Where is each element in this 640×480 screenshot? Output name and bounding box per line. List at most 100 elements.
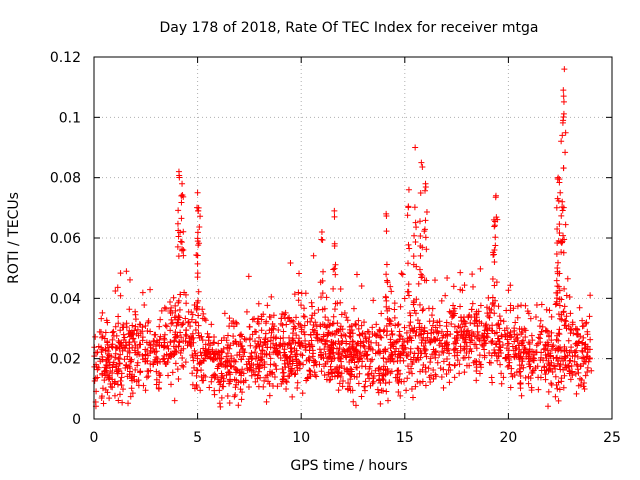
data-point (365, 329, 372, 336)
data-point (197, 387, 204, 394)
data-point (226, 369, 233, 376)
data-point (280, 334, 287, 341)
data-point (193, 366, 200, 373)
data-point (548, 329, 555, 336)
data-point (259, 342, 266, 349)
data-point (326, 322, 333, 329)
data-point (384, 328, 391, 335)
data-point (161, 355, 168, 362)
data-point (474, 323, 481, 330)
data-point (123, 342, 130, 349)
data-point (218, 394, 225, 401)
data-point (553, 336, 560, 343)
data-point (482, 322, 489, 329)
data-point (193, 383, 200, 390)
data-point (408, 385, 415, 392)
data-point (199, 377, 206, 384)
data-point (270, 340, 277, 347)
data-point (560, 366, 567, 373)
data-point (350, 305, 357, 312)
data-point (492, 349, 499, 356)
data-point (99, 309, 106, 316)
data-point (211, 333, 218, 340)
data-point (175, 313, 182, 320)
data-point (466, 362, 473, 369)
data-point (417, 379, 424, 386)
data-point (478, 364, 485, 371)
data-point (383, 261, 390, 268)
data-point (179, 180, 186, 187)
data-point (580, 383, 587, 390)
data-point (104, 319, 111, 326)
data-point (559, 198, 566, 205)
data-point (187, 340, 194, 347)
data-point (491, 282, 498, 289)
data-point (469, 271, 476, 278)
data-point (588, 367, 595, 374)
data-point (451, 335, 458, 342)
data-point (208, 378, 215, 385)
data-point (556, 331, 563, 338)
data-point (187, 323, 194, 330)
data-point (328, 338, 335, 345)
data-point (236, 369, 243, 376)
data-point (336, 341, 343, 348)
data-point (172, 360, 179, 367)
data-point (118, 339, 125, 346)
data-point (547, 353, 554, 360)
data-point (500, 318, 507, 325)
data-point (417, 252, 424, 259)
data-point (491, 222, 498, 229)
data-point (555, 345, 562, 352)
data-point (485, 313, 492, 320)
data-point (419, 307, 426, 314)
data-point (121, 356, 128, 363)
data-point (310, 252, 317, 259)
data-point (268, 293, 275, 300)
data-point (362, 335, 369, 342)
data-point (306, 367, 313, 374)
data-point (279, 369, 286, 376)
data-point (380, 387, 387, 394)
data-point (383, 228, 390, 235)
data-point (497, 317, 504, 324)
data-point (490, 299, 497, 306)
data-point (422, 382, 429, 389)
data-point (382, 380, 389, 387)
data-point (330, 266, 337, 273)
data-point (134, 362, 141, 369)
data-point (558, 212, 565, 219)
data-point (330, 285, 337, 292)
data-point (404, 212, 411, 219)
data-point (356, 332, 363, 339)
data-point (506, 356, 513, 363)
data-point (278, 320, 285, 327)
data-point (210, 339, 217, 346)
data-point (174, 366, 181, 373)
data-point (175, 375, 182, 382)
data-point (505, 287, 512, 294)
data-point (285, 340, 292, 347)
data-point (192, 350, 199, 357)
data-point (346, 383, 353, 390)
data-point (301, 305, 308, 312)
data-point (491, 258, 498, 265)
data-point (317, 351, 324, 358)
data-point (334, 369, 341, 376)
data-point (286, 334, 293, 341)
data-point (226, 315, 233, 322)
data-point (573, 390, 580, 397)
data-point (294, 379, 301, 386)
data-point (316, 346, 323, 353)
data-point (565, 337, 572, 344)
data-point (473, 377, 480, 384)
data-point (421, 348, 428, 355)
data-point (527, 315, 534, 322)
data-point (299, 390, 306, 397)
data-point (436, 322, 443, 329)
data-point (556, 230, 563, 237)
data-point (497, 361, 504, 368)
data-point (514, 314, 521, 321)
data-point (471, 358, 478, 365)
data-point (428, 312, 435, 319)
